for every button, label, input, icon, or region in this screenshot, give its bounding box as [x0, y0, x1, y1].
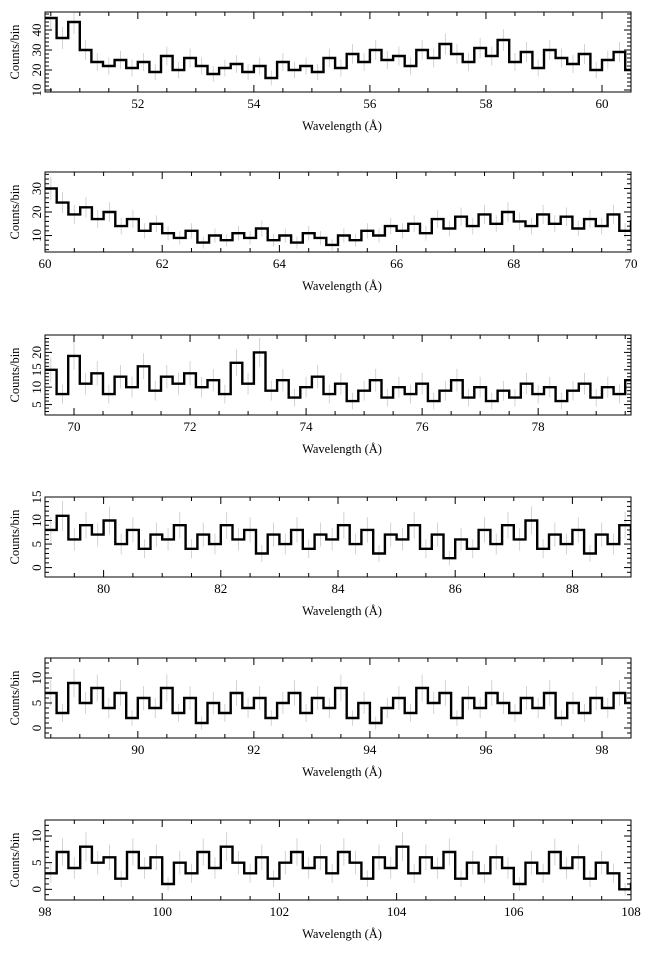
y-tick-label: 30: [29, 44, 44, 57]
y-tick-label: 20: [29, 346, 44, 359]
y-tick-label: 5: [29, 700, 44, 707]
y-tick-label: 20: [29, 206, 44, 219]
x-tick-label: 84: [332, 581, 346, 596]
x-axis-label: Wavelength (Å): [302, 442, 382, 456]
data-layer: [45, 12, 631, 86]
x-tick-label: 88: [566, 581, 579, 596]
data-layer: [45, 501, 631, 566]
spectrum-series: [45, 16, 631, 80]
panel-4: 80 82 84 86 88 0 5 10 15 Wavelength (Å) Counts/bin: [8, 491, 632, 618]
panel-2: 60 62 64 66 68 70 10 20 30 Wavelength (Å) Counts/b…: [8, 171, 638, 293]
y-tick-label: 10: [29, 381, 44, 394]
x-tick-label: 86: [449, 581, 463, 596]
y-axis-label: Counts/bin: [8, 670, 22, 726]
plot-frame: [44, 11, 632, 93]
x-tick-label: 60: [39, 256, 52, 271]
panel-1: 52 54 56 58 60 10 20 30 40 Wavelength (Å) Counts/b…: [8, 11, 632, 133]
y-axis-label: Counts/bin: [8, 832, 22, 888]
y-axis-label: Counts/bin: [8, 347, 22, 403]
x-tick-label: 62: [156, 256, 169, 271]
x-tick-label: 106: [504, 904, 524, 919]
x-tick-label: 56: [363, 96, 377, 111]
x-tick-label: 66: [390, 256, 404, 271]
panel-3: 70 72 74 76 78 5 10 15 20 Wavelength (Å) Counts/bi…: [8, 334, 632, 456]
x-axis-label: Wavelength (Å): [302, 279, 382, 293]
x-tick-label: 70: [68, 419, 81, 434]
y-tick-label: 30: [29, 182, 44, 195]
x-tick-label: 102: [270, 904, 290, 919]
x-tick-label: 78: [532, 419, 545, 434]
x-tick-label: 108: [621, 904, 641, 919]
x-tick-label: 94: [363, 742, 377, 757]
data-layer: [45, 668, 631, 730]
data-layer: [45, 338, 631, 410]
panel-6: 98 100 102 104 106 108 0 5 10 Wavelength (Å) Count…: [8, 819, 641, 941]
x-axis-label: Wavelength (Å): [302, 119, 382, 133]
x-tick-label: 104: [387, 904, 407, 919]
y-tick-label: 5: [29, 859, 44, 866]
y-tick-label: 40: [29, 24, 44, 37]
x-tick-label: 58: [479, 96, 492, 111]
y-tick-label: 5: [29, 541, 44, 548]
x-tick-label: 64: [273, 256, 287, 271]
y-tick-label: 10: [29, 830, 44, 843]
x-tick-label: 100: [152, 904, 172, 919]
x-tick-label: 98: [595, 742, 608, 757]
x-tick-label: 54: [247, 96, 261, 111]
spectrum-series: [45, 514, 631, 560]
x-tick-label: 60: [595, 96, 608, 111]
x-tick-label: 82: [214, 581, 227, 596]
y-tick-label: 15: [29, 491, 44, 504]
x-tick-label: 70: [625, 256, 638, 271]
x-tick-label: 72: [184, 419, 197, 434]
x-axis-label: Wavelength (Å): [302, 765, 382, 779]
spectrum-series: [45, 351, 631, 403]
x-axis-label: Wavelength (Å): [302, 604, 382, 618]
spectrum-series: [45, 845, 631, 891]
x-tick-label: 74: [300, 419, 314, 434]
y-tick-label: 15: [29, 363, 44, 376]
y-tick-label: 5: [29, 401, 44, 408]
x-tick-label: 92: [247, 742, 260, 757]
x-tick-label: 52: [131, 96, 144, 111]
x-tick-label: 80: [97, 581, 110, 596]
y-tick-label: 20: [29, 64, 44, 77]
x-tick-label: 96: [479, 742, 493, 757]
x-tick-label: 98: [39, 904, 52, 919]
y-axis-label: Counts/bin: [8, 184, 22, 240]
panel-5: 90 92 94 96 98 0 5 10 Wavelength (Å) Counts/bin: [8, 657, 632, 779]
y-tick-label: 10: [29, 229, 44, 242]
x-tick-label: 90: [131, 742, 144, 757]
x-tick-label: 68: [507, 256, 520, 271]
y-tick-label: 10: [29, 672, 44, 685]
data-layer: [45, 176, 631, 251]
x-tick-label: 76: [416, 419, 430, 434]
y-axis-label: Counts/bin: [8, 509, 22, 565]
y-tick-label: 10: [29, 514, 44, 527]
y-tick-label: 0: [29, 564, 44, 571]
data-layer: [45, 832, 631, 896]
y-tick-label: 0: [29, 886, 44, 893]
x-axis-label: Wavelength (Å): [302, 927, 382, 941]
y-tick-label: 10: [29, 84, 44, 97]
spectrum-series: [45, 681, 631, 725]
y-tick-label: 0: [29, 725, 44, 732]
spectrum-series: [45, 187, 631, 247]
y-axis-label: Counts/bin: [8, 24, 22, 80]
plot-frame: [44, 334, 632, 416]
